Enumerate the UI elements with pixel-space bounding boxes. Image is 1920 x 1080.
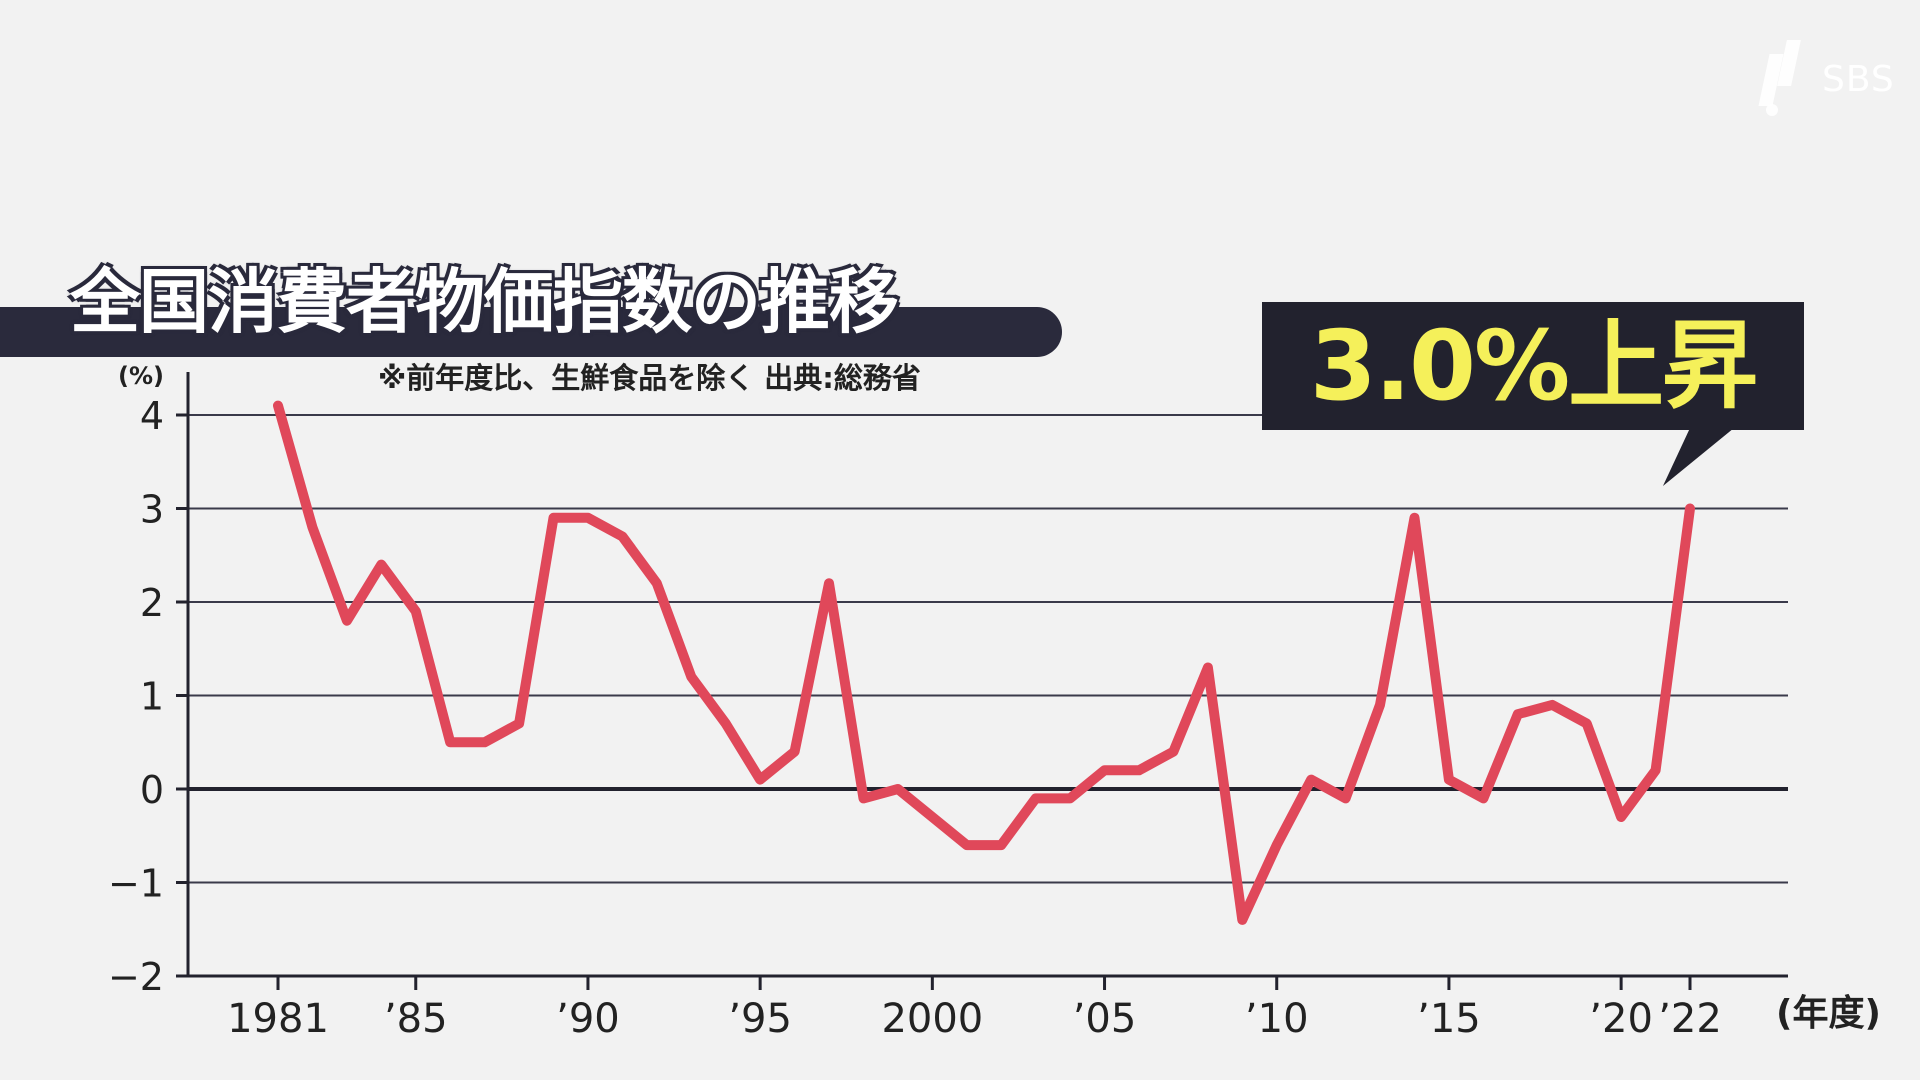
x-tick-label: ’20 [1589, 996, 1653, 1042]
callout-label: 3.0%上昇 [1309, 310, 1758, 422]
x-tick-labels: 1981 ’85 ’90 ’95 2000 ’05 ’10 ’15 ’20’22 [227, 996, 1722, 1042]
y-tick-label: −1 [108, 862, 164, 906]
data-point-2019 [1585, 722, 1588, 725]
x-tick-label: ’05 [1073, 996, 1137, 1042]
data-point-1987 [483, 741, 486, 744]
x-tick-label: ’15 [1417, 996, 1481, 1042]
title-band [0, 307, 1062, 357]
data-point-1988 [518, 722, 521, 725]
data-point-1981 [277, 404, 279, 407]
y-tick-label: −2 [108, 955, 164, 999]
data-point-2008 [1206, 666, 1209, 669]
data-point-1996 [793, 750, 796, 753]
data-point-2017 [1516, 713, 1519, 716]
data-point-2014 [1413, 516, 1416, 519]
data-point-1991 [621, 535, 624, 538]
y-tick-labels: 4 3 2 1 0 −1 −2 [108, 394, 164, 999]
data-point-2009 [1241, 918, 1244, 921]
data-point-1998 [862, 797, 865, 800]
y-axis-unit-label: (%) [118, 362, 164, 390]
data-point-2022 [1689, 507, 1691, 510]
data-point-2007 [1172, 750, 1175, 753]
x-tick-label: 1981 [227, 996, 329, 1042]
sbs-logo-mark-icon [1758, 40, 1804, 120]
x-axis-unit-label: (年度) [1776, 993, 1881, 1034]
data-point-2006 [1138, 769, 1140, 772]
data-point-1997 [828, 582, 830, 585]
x-tick-label: ’10 [1245, 996, 1309, 1042]
data-point-2002 [1000, 844, 1003, 847]
chart-title: 全国消費者物価指数の推移 [70, 261, 899, 343]
data-point-1983 [345, 619, 348, 622]
data-point-2001 [965, 844, 968, 847]
data-point-1990 [587, 516, 589, 519]
y-tick-label: 0 [140, 768, 164, 812]
data-point-1995 [759, 778, 762, 781]
data-point-2015 [1447, 778, 1450, 781]
data-point-1989 [552, 516, 555, 519]
y-tick-label: 4 [140, 394, 164, 438]
callout-box [1262, 302, 1804, 430]
data-point-1994 [724, 722, 727, 725]
data-point-2012 [1344, 797, 1347, 800]
data-point-1982 [311, 526, 314, 529]
cpi-series-line [273, 400, 1695, 925]
data-point-2004 [1069, 797, 1072, 800]
data-point-1999 [896, 788, 899, 790]
x-tick-label: 2000 [881, 996, 983, 1042]
y-tick-label: 2 [140, 581, 164, 625]
data-point-2010 [1275, 844, 1278, 847]
data-point-1986 [449, 741, 452, 744]
x-tick-label: ’90 [556, 996, 620, 1042]
chart-subtitle: ※前年度比、生鮮食品を除く 出典:総務省 [378, 361, 921, 395]
data-point-2011 [1310, 778, 1313, 781]
sbs-logo-text: SBS [1822, 59, 1895, 100]
sbs-logo: SBS [1758, 40, 1900, 120]
x-tick-label: ’85 [384, 996, 448, 1042]
data-point-2018 [1551, 703, 1554, 706]
x-tick-label: ’22 [1658, 996, 1722, 1042]
data-point-1993 [690, 675, 693, 678]
data-point-2013 [1379, 703, 1381, 706]
data-point-2003 [1034, 797, 1037, 800]
x-tick-label: ’95 [728, 996, 792, 1042]
data-point-2005 [1103, 769, 1106, 772]
chart-axes [176, 372, 1788, 990]
data-point-1984 [380, 563, 383, 566]
data-point-2021 [1654, 769, 1657, 772]
data-point-2020 [1620, 816, 1623, 818]
y-tick-label: 1 [140, 675, 164, 719]
data-point-2016 [1482, 797, 1485, 800]
y-tick-label: 3 [140, 488, 164, 532]
data-point-1985 [414, 610, 417, 613]
data-point-2000 [931, 816, 934, 818]
data-point-1992 [655, 582, 658, 585]
data-series [273, 400, 1695, 925]
